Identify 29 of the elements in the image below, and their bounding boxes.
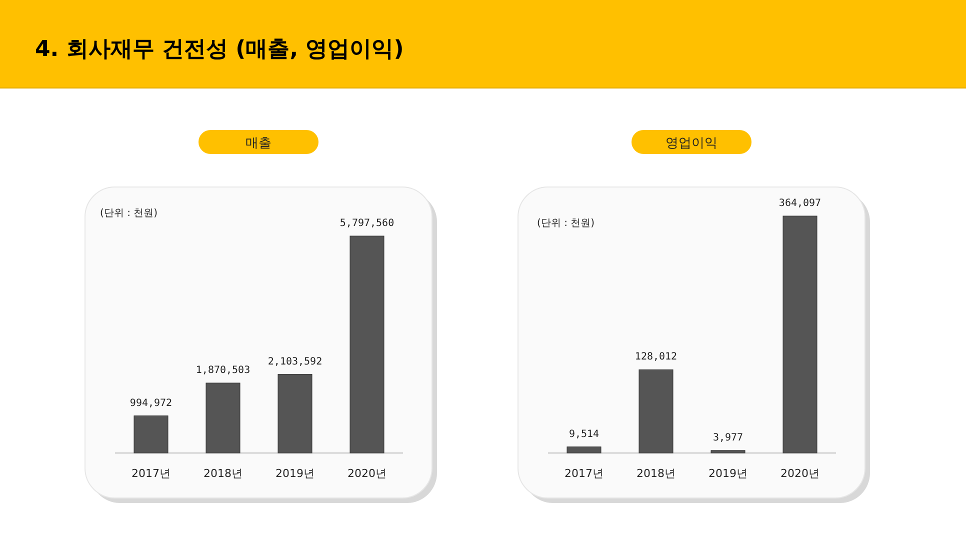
data-label: 2,103,592 xyxy=(268,356,322,368)
bar xyxy=(350,236,384,454)
x-tick-label: 2018년 xyxy=(636,467,676,480)
bar xyxy=(278,374,312,454)
data-label: 5,797,560 xyxy=(340,218,394,229)
data-label: 9,514 xyxy=(568,428,600,440)
bar xyxy=(638,369,674,454)
bar xyxy=(206,382,240,454)
chart-title: 매출 xyxy=(246,136,272,151)
text: (단위 : 천원) xyxy=(100,208,158,219)
x-tick-label: 2020년 xyxy=(348,467,386,480)
bar xyxy=(566,446,602,454)
text: 4. 회사재무 건전성 (매출, 영업이익) xyxy=(35,37,404,62)
x-tick-label: 2017년 xyxy=(564,467,604,480)
annotation: (단위 : 천원) xyxy=(537,218,595,229)
x-tick-label: 2020년 xyxy=(780,467,820,480)
bar xyxy=(134,416,168,454)
data-label: 994,972 xyxy=(130,398,172,409)
x-tick-label: 2017년 xyxy=(132,467,170,480)
bar xyxy=(782,216,818,454)
x-tick-label: 2019년 xyxy=(708,467,748,480)
bar xyxy=(710,450,746,454)
data-label: 3,977 xyxy=(712,432,744,444)
data-label: 364,097 xyxy=(778,198,822,209)
x-tick-label: 2018년 xyxy=(204,467,242,480)
data-label: 1,870,503 xyxy=(196,364,250,376)
data-label: 128,012 xyxy=(634,352,678,363)
chart-title: 영업이익 xyxy=(666,136,718,151)
x-tick-label: 2019년 xyxy=(276,467,314,480)
